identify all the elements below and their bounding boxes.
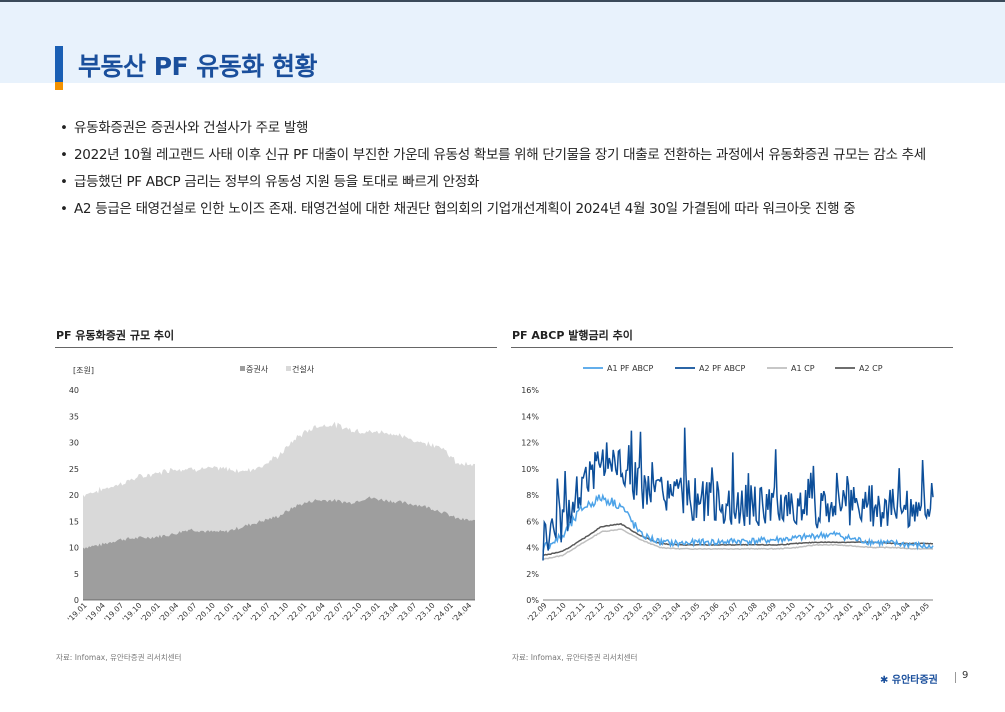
x-tick-label: '22.04: [304, 601, 327, 624]
x-tick-label: '22.07: [322, 601, 345, 624]
y-tick-label: 4%: [526, 544, 539, 553]
y-tick-label: 35: [69, 412, 79, 421]
x-tick-label: '23.04: [659, 601, 682, 624]
y-tick-label: 8%: [526, 491, 539, 500]
y-tick-label: 14%: [521, 412, 539, 421]
x-tick-label: '24.05: [908, 601, 931, 624]
line-series-a1-cp: [542, 528, 934, 560]
y-tick-label: 40: [69, 386, 79, 395]
x-tick-label: '22.01: [285, 601, 308, 624]
bullet-list: 유동화증권은 증권사와 건설사가 주로 발행 2022년 10월 레고랜드 사태…: [60, 118, 960, 226]
legend-label: A1 CP: [791, 364, 815, 373]
x-tick-label: '24.01: [832, 601, 855, 624]
x-tick-label: '24.01: [432, 601, 455, 624]
area-series-securities: [83, 496, 475, 600]
x-tick-label: '20.04: [157, 601, 180, 624]
legend-swatch: [286, 366, 291, 371]
y-tick-label: 10: [69, 544, 79, 553]
legend-label: 건설사: [292, 364, 315, 374]
x-tick-label: '24.04: [889, 601, 912, 624]
header-band: [0, 2, 1005, 83]
x-tick-label: '23.05: [679, 601, 702, 624]
legend-label: A1 PF ABCP: [607, 364, 653, 373]
page-title: 부동산 PF 유동화 현황: [78, 52, 318, 81]
x-tick-label: '23.11: [793, 601, 816, 624]
x-tick-label: '19.04: [84, 601, 107, 624]
x-tick-label: '21.10: [267, 601, 290, 624]
company-logo: ✱ 유안타증권: [880, 671, 938, 686]
y-tick-label: 30: [69, 439, 79, 448]
x-tick-label: '23.03: [640, 601, 663, 624]
left-chart-title: PF 유동화증권 규모 추이: [56, 329, 175, 342]
x-tick-label: '23.10: [414, 601, 437, 624]
bullet-item: A2 등급은 태영건설로 인한 노이즈 존재. 태영건설에 대한 채권단 협의회…: [60, 199, 960, 220]
y-tick-label: 16%: [521, 386, 539, 395]
right-chart-title: PF ABCP 발행금리 추이: [512, 329, 633, 342]
legend-label: A2 PF ABCP: [699, 364, 745, 373]
logo-text: 유안타증권: [891, 675, 938, 686]
x-tick-label: '23.02: [621, 601, 644, 624]
y-tick-label: 25: [69, 465, 79, 474]
y-tick-label: 2%: [526, 570, 539, 579]
right-chart-rule: [511, 347, 953, 348]
x-tick-label: '20.07: [176, 601, 199, 624]
footer-separator: [955, 672, 956, 683]
x-tick-label: '24.04: [450, 601, 473, 624]
x-tick-label: '23.07: [717, 601, 740, 624]
line-series-a2-cp: [542, 522, 934, 557]
y-tick-label: 10%: [521, 465, 539, 474]
legend-label: 증권사: [246, 364, 269, 374]
left-chart-source: 자료: Infomax, 유안타증권 리서치센터: [56, 653, 182, 662]
x-tick-label: '23.07: [395, 601, 418, 624]
x-tick-label: '21.07: [249, 601, 272, 624]
unit-label: [조원]: [73, 366, 94, 375]
x-tick-label: '19.07: [102, 601, 125, 624]
line-series-a2-pf-abcp: [542, 427, 934, 561]
x-tick-label: '22.10: [545, 601, 568, 624]
x-tick-label: '23.01: [359, 601, 382, 624]
bullet-item: 2022년 10월 레고랜드 사태 이후 신규 PF 대출이 부진한 가운데 유…: [60, 145, 960, 166]
bullet-item: 유동화증권은 증권사와 건설사가 주로 발행: [60, 118, 960, 139]
x-tick-label: '20.01: [139, 601, 162, 624]
y-tick-label: 12%: [521, 439, 539, 448]
x-tick-label: '22.11: [564, 601, 587, 624]
y-tick-label: 15: [69, 517, 79, 526]
bullet-item: 급등했던 PF ABCP 금리는 정부의 유동성 지원 등을 토대로 빠르게 안…: [60, 172, 960, 193]
x-tick-label: '23.09: [755, 601, 778, 624]
title-accent-square: [55, 82, 63, 90]
pf-abcp-rate-chart: A1 PF ABCP A2 PF ABCP A1 CP A2 CP 0% 2% 4% 6% 8%…: [521, 364, 934, 624]
line-series-a1-pf-abcp: [542, 493, 934, 552]
x-tick-label: '24.02: [851, 601, 874, 624]
x-tick-label: '23.01: [602, 601, 625, 624]
y-tick-label: 5: [74, 570, 79, 579]
legend-label: A2 CP: [859, 364, 883, 373]
x-tick-label: '23.06: [698, 601, 721, 624]
y-tick-label: 6%: [526, 517, 539, 526]
y-tick-label: 0: [74, 596, 79, 605]
left-chart-rule: [55, 347, 497, 348]
page-number: 9: [962, 670, 969, 681]
logo-mark-icon: ✱: [880, 675, 889, 686]
pf-securitization-volume-chart: [조원] 증권사 건설사0510152025303540'19.01'19.04'1…: [66, 364, 475, 624]
x-tick-label: '24.03: [870, 601, 893, 624]
y-tick-label: 0%: [526, 596, 539, 605]
top-border: [0, 0, 1005, 2]
x-tick-label: '21.04: [231, 601, 254, 624]
right-chart-source: 자료: Infomax, 유안타증권 리서치센터: [512, 653, 638, 662]
title-accent-bar: [55, 46, 63, 82]
legend-swatch: [240, 366, 245, 371]
x-tick-label: '21.01: [212, 601, 235, 624]
x-tick-label: '23.04: [377, 601, 400, 624]
x-tick-label: '23.08: [736, 601, 759, 624]
x-tick-label: '19.10: [121, 601, 144, 624]
y-tick-label: 20: [69, 491, 79, 500]
x-tick-label: '22.10: [340, 601, 363, 624]
x-tick-label: '23.10: [774, 601, 797, 624]
x-tick-label: '23.12: [812, 601, 835, 624]
x-tick-label: '20.10: [194, 601, 217, 624]
x-tick-label: '22.12: [583, 601, 606, 624]
